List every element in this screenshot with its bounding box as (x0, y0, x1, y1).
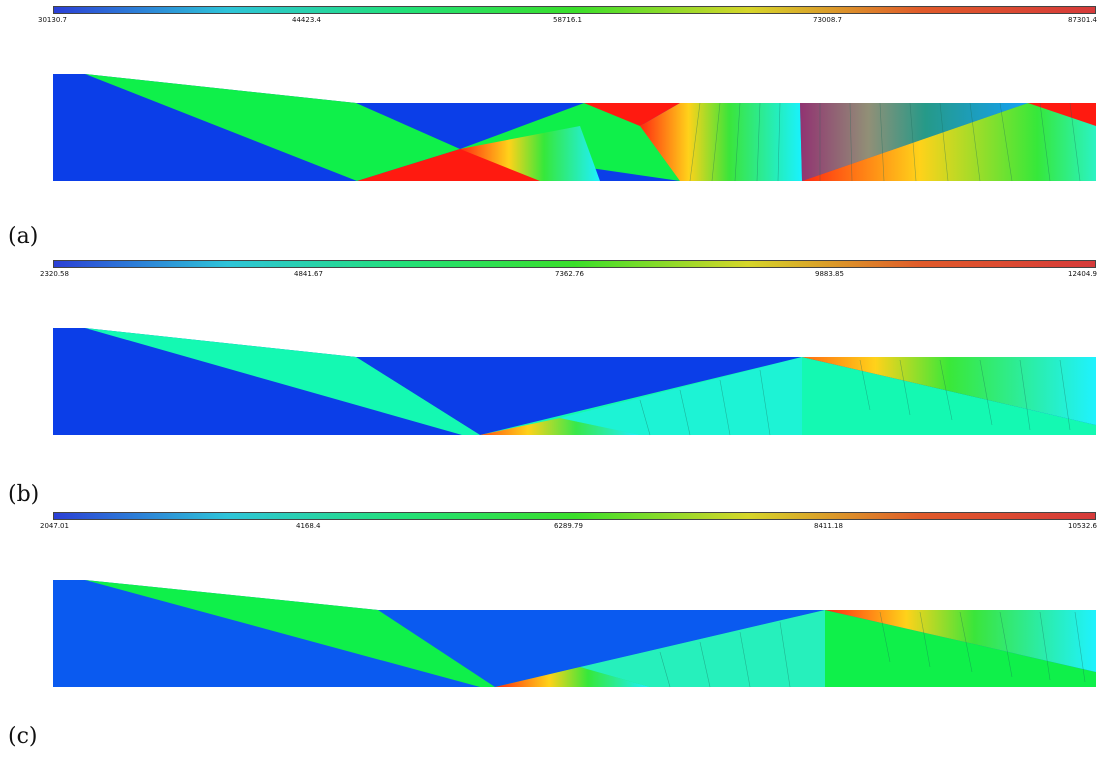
colorbar-tick: 44423.4 (292, 16, 321, 24)
panel-label: (a) (8, 224, 39, 249)
expansion-fan (460, 126, 600, 181)
colorbar (53, 260, 1096, 268)
high-region (584, 103, 680, 126)
shock-band (85, 328, 480, 435)
panel-b: 2320.58 4841.67 7362.76 9883.85 12404.9 (0, 260, 1114, 515)
colorbar-tick: 12404.9 (1068, 270, 1097, 278)
colorbar-tick: 87301.4 (1068, 16, 1097, 24)
contour-lines (639, 359, 1071, 436)
contour-field (53, 74, 1096, 182)
panel-label: (c) (8, 724, 38, 749)
colorbar-tick: 10532.6 (1068, 522, 1097, 530)
colorbar-tick: 2320.58 (40, 270, 69, 278)
contour-lines (689, 102, 1081, 182)
shock-band (85, 580, 495, 687)
expansion-fan (495, 667, 650, 687)
colorbar-tick: 9883.85 (815, 270, 844, 278)
contour-field (53, 580, 1096, 688)
panel-c: 2047.01 4168.4 6289.79 8411.18 10532.6 (0, 512, 1114, 767)
contour-field (53, 328, 1096, 436)
shock-band (85, 74, 460, 181)
colorbar (53, 6, 1096, 14)
high-region (357, 149, 560, 181)
colorbar-tick: 6289.79 (554, 522, 583, 530)
expansion-fan (802, 357, 1096, 425)
colorbar-tick: 30130.7 (38, 16, 67, 24)
expansion-fan (802, 103, 1096, 181)
panel-a: 30130.7 44423.4 58716.1 73008.7 87301.4 (0, 6, 1114, 261)
colorbar-ticks: 30130.7 44423.4 58716.1 73008.7 87301.4 (0, 6, 1114, 26)
panel-label: (b) (8, 482, 40, 507)
colorbar-tick: 8411.18 (814, 522, 843, 530)
colorbar (53, 512, 1096, 520)
colorbar-ticks: 2047.01 4168.4 6289.79 8411.18 10532.6 (0, 512, 1114, 532)
contour-lines (659, 611, 1086, 688)
expansion-fan (480, 418, 640, 435)
colorbar-tick: 73008.7 (813, 16, 842, 24)
colorbar-tick: 4168.4 (296, 522, 321, 530)
expansion-fan (640, 103, 802, 181)
colorbar-ticks: 2320.58 4841.67 7362.76 9883.85 12404.9 (0, 260, 1114, 280)
high-region (1028, 103, 1096, 126)
colorbar-tick: 2047.01 (40, 522, 69, 530)
colorbar-tick: 58716.1 (553, 16, 582, 24)
expansion-fan (825, 610, 1096, 672)
colorbar-tick: 4841.67 (294, 270, 323, 278)
colorbar-tick: 7362.76 (555, 270, 584, 278)
